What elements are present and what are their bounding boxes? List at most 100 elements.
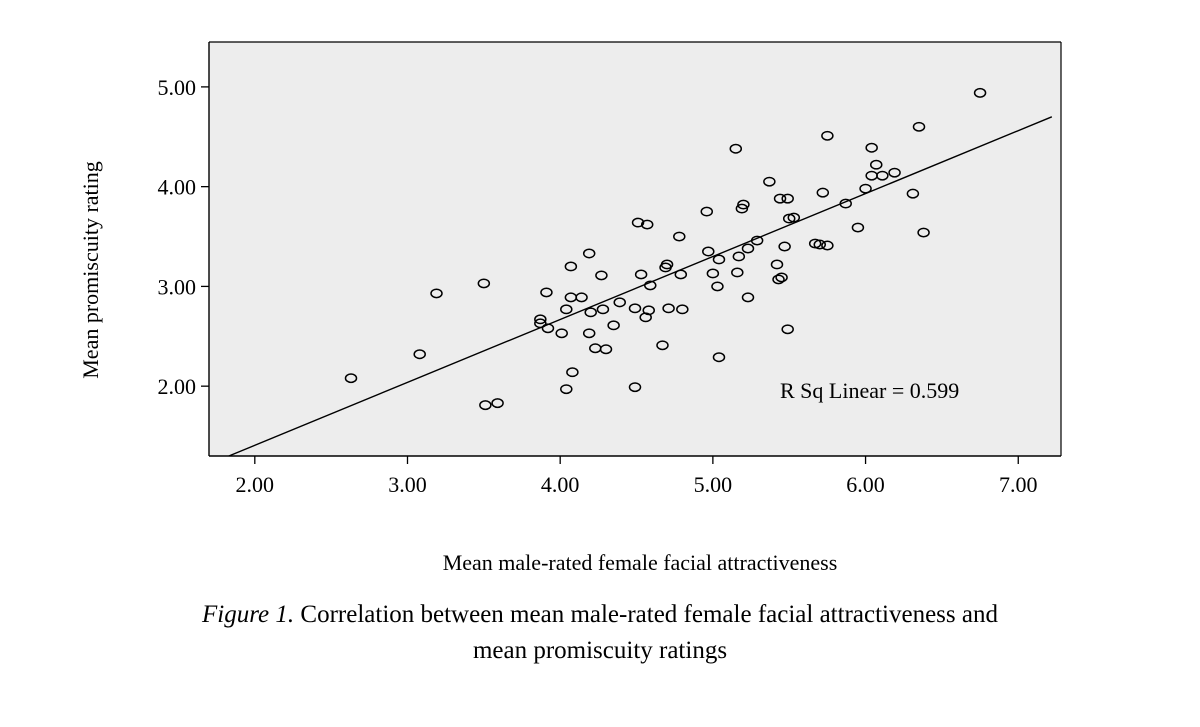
data-point [859,183,872,194]
data-point [644,280,657,291]
data-point [973,87,987,98]
data-point [628,382,642,393]
data-point [763,176,776,187]
data-point [479,400,492,411]
data-point [741,292,755,303]
data-point [534,318,547,329]
data-point [560,304,573,315]
data-point [735,203,749,214]
x-tick-label: 4.00 [541,472,580,497]
data-point [555,328,568,339]
y-axis-ticks: 2.00 3.00 4.00 5.00 [158,75,209,399]
x-tick-label: 6.00 [846,472,885,497]
data-point [491,398,504,409]
x-axis-ticks: 2.00 3.00 4.00 5.00 6.00 7.00 [236,456,1038,497]
data-point [673,231,686,242]
data-point [711,281,724,292]
y-tick-label: 4.00 [158,175,197,200]
data-point [851,222,865,233]
data-point [700,206,714,217]
data-point [628,303,642,314]
data-point [839,198,852,209]
data-point [477,278,491,289]
r-squared-annotation: R Sq Linear = 0.599 [780,378,959,403]
data-point [595,270,608,281]
y-tick-label: 2.00 [158,374,197,399]
data-point [541,323,555,334]
data-point [702,246,715,257]
data-point [869,159,883,170]
data-point [775,272,788,283]
data-point [888,167,901,178]
y-tick-label: 3.00 [158,274,197,299]
x-axis-label: Mean male-rated female facial attractive… [443,550,838,575]
data-point [575,292,588,303]
data-points [344,87,987,411]
data-point [674,269,688,280]
data-point [917,227,930,238]
data-point [732,251,746,262]
data-point [821,240,834,251]
data-point [731,267,744,278]
data-point [656,340,669,351]
data-point [906,188,920,199]
data-point [564,261,578,272]
data-point [642,305,655,316]
data-point [639,312,652,323]
data-point [876,170,889,181]
figure-caption-line-1: Figure 1. Correlation between mean male-… [0,598,1200,632]
data-point [560,384,573,395]
data-point [540,287,553,298]
data-point [781,193,794,204]
regression-line-group [228,116,1053,457]
data-point [599,344,613,355]
data-point [750,235,764,246]
data-point [821,130,834,141]
data-point [773,193,787,204]
data-point [816,187,830,198]
data-point [787,212,801,223]
data-point [737,199,750,210]
data-point [912,121,926,132]
data-point [634,269,648,280]
data-point [813,239,827,250]
data-point [582,248,596,259]
data-point [662,303,675,314]
data-point [741,243,755,254]
x-tick-label: 5.00 [694,472,733,497]
data-point [865,142,878,153]
data-point [413,349,426,360]
x-tick-label: 3.00 [388,472,427,497]
data-point [613,297,626,308]
data-point [706,268,720,279]
data-point [781,324,794,335]
data-point [344,373,358,384]
data-point [534,314,547,325]
data-point [729,143,743,154]
data-point [770,259,784,270]
data-point [631,217,645,228]
y-axis-label: Mean promiscuity rating [78,161,103,379]
data-point [778,241,791,252]
x-tick-label: 2.00 [236,472,275,497]
data-point [772,274,785,285]
data-point [660,259,674,270]
figure-caption-text-1: Correlation between mean male-rated fema… [294,601,998,628]
y-tick-label: 5.00 [158,75,197,100]
x-tick-label: 7.00 [999,472,1038,497]
figure-caption-label: Figure 1. [202,601,295,628]
figure-caption-line-2: mean promiscuity ratings [472,637,728,664]
data-point [712,352,726,363]
data-point [566,367,579,378]
data-point [607,320,620,331]
data-point [640,219,654,230]
regression-line [228,116,1053,457]
data-point [430,288,443,299]
data-point [712,254,726,265]
data-point [584,307,597,318]
data-point [676,304,689,315]
plot-area [209,42,1061,456]
data-point [596,304,610,315]
data-point [582,328,596,339]
